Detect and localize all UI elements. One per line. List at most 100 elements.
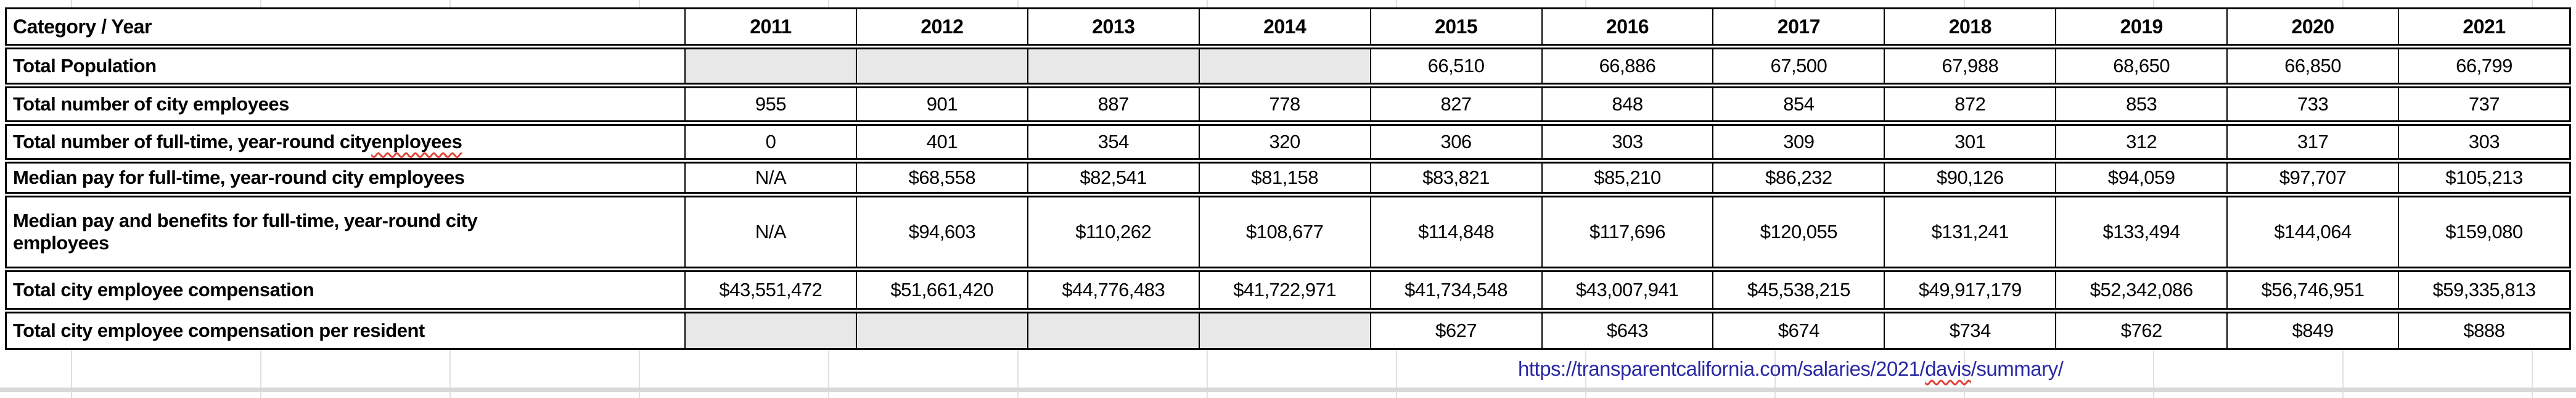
table-cell[interactable]: $94,603	[855, 197, 1027, 267]
table-cell[interactable]: 872	[1884, 88, 2055, 120]
table-cell[interactable]: 0	[684, 126, 856, 158]
year-header-cell[interactable]: 2013	[1027, 9, 1199, 44]
table-cell[interactable]: 733	[2226, 88, 2398, 120]
table-cell[interactable]: 66,799	[2398, 49, 2569, 83]
table-cell[interactable]: $51,661,420	[855, 272, 1027, 308]
row-label-cell[interactable]: Median pay and benefits for full-time, y…	[7, 197, 684, 267]
table-cell[interactable]	[684, 313, 856, 348]
year-header-cell[interactable]: 2017	[1712, 9, 1884, 44]
table-cell[interactable]: 303	[1541, 126, 1713, 158]
row-label-cell[interactable]: Total number of full-time, year-round ci…	[7, 126, 684, 158]
table-cell[interactable]: 737	[2398, 88, 2569, 120]
table-cell[interactable]: 901	[855, 88, 1027, 120]
table-cell[interactable]: 301	[1884, 126, 2055, 158]
table-cell[interactable]: 955	[684, 88, 856, 120]
table-cell[interactable]: $110,262	[1027, 197, 1199, 267]
table-cell[interactable]: 827	[1369, 88, 1541, 120]
table-cell[interactable]: $83,821	[1369, 164, 1541, 192]
table-cell[interactable]: 68,650	[2055, 49, 2226, 83]
row-label-cell[interactable]: Total city employee compensation	[13, 279, 314, 301]
category-year-header-cell[interactable]: Category / Year	[13, 15, 152, 38]
table-cell[interactable]: $105,213	[2398, 164, 2569, 192]
table-cell[interactable]: $45,538,215	[1712, 272, 1884, 308]
table-cell[interactable]: $56,746,951	[2226, 272, 2398, 308]
year-header-cell[interactable]: 2018	[1884, 9, 2055, 44]
table-cell[interactable]: 854	[1712, 88, 1884, 120]
table-cell[interactable]: 848	[1541, 88, 1713, 120]
table-cell[interactable]	[855, 49, 1027, 83]
source-url-link[interactable]: https://transparentcalifornia.com/salari…	[1518, 350, 2064, 388]
year-header-cell[interactable]: 2014	[1198, 9, 1370, 44]
table-cell[interactable]: $44,776,483	[1027, 272, 1199, 308]
table-cell[interactable]: 853	[2055, 88, 2226, 120]
row-label-cell[interactable]: Total city employee compensation per res…	[13, 320, 425, 342]
table-cell[interactable]: $849	[2226, 313, 2398, 348]
table-cell[interactable]: $133,494	[2055, 197, 2226, 267]
table-cell[interactable]: $52,342,086	[2055, 272, 2226, 308]
gridline	[1774, 350, 1776, 388]
year-header-cell[interactable]: 2016	[1541, 9, 1713, 44]
table-cell[interactable]: $114,848	[1369, 197, 1541, 267]
year-header-cell[interactable]: 2019	[2055, 9, 2226, 44]
table-cell[interactable]	[1198, 49, 1370, 83]
table-cell[interactable]: 778	[1198, 88, 1370, 120]
table-cell[interactable]: $68,558	[855, 164, 1027, 192]
table-cell[interactable]: $120,055	[1712, 197, 1884, 267]
table-cell[interactable]: 306	[1369, 126, 1541, 158]
table-cell[interactable]: $82,541	[1027, 164, 1199, 192]
table-cell[interactable]: 887	[1027, 88, 1199, 120]
year-header-cell[interactable]: 2020	[2226, 9, 2398, 44]
table-cell[interactable]: 66,850	[2226, 49, 2398, 83]
table-cell[interactable]: 66,886	[1541, 49, 1713, 83]
table-cell[interactable]: $59,335,813	[2398, 272, 2569, 308]
table-cell[interactable]: N/A	[684, 197, 856, 267]
gridline	[828, 350, 829, 388]
table-cell[interactable]: 309	[1712, 126, 1884, 158]
table-cell[interactable]: 67,500	[1712, 49, 1884, 83]
year-header-cell[interactable]: 2012	[855, 9, 1027, 44]
table-cell[interactable]	[684, 49, 856, 83]
table-cell[interactable]: $117,696	[1541, 197, 1713, 267]
table-cell[interactable]	[1027, 49, 1199, 83]
table-cell[interactable]: 66,510	[1369, 49, 1541, 83]
table-cell[interactable]	[1198, 313, 1370, 348]
table-cell[interactable]: $41,722,971	[1198, 272, 1370, 308]
year-header-cell[interactable]: 2021	[2398, 9, 2569, 44]
table-cell[interactable]: $108,677	[1198, 197, 1370, 267]
row-label-cell[interactable]: Median pay for full-time, year-round cit…	[13, 167, 465, 189]
table-cell[interactable]: 312	[2055, 126, 2226, 158]
table-cell[interactable]: $674	[1712, 313, 1884, 348]
table-cell[interactable]: $43,551,472	[684, 272, 856, 308]
table-cell[interactable]: $734	[1884, 313, 2055, 348]
table-cell[interactable]: $888	[2398, 313, 2569, 348]
table-cell[interactable]: $97,707	[2226, 164, 2398, 192]
table-cell[interactable]: $643	[1541, 313, 1713, 348]
table-cell[interactable]: $85,210	[1541, 164, 1713, 192]
table-cell[interactable]: 354	[1027, 126, 1199, 158]
table-cell[interactable]: $94,059	[2055, 164, 2226, 192]
table-cell[interactable]: $159,080	[2398, 197, 2569, 267]
table-cell[interactable]: 320	[1198, 126, 1370, 158]
table-cell[interactable]: $762	[2055, 313, 2226, 348]
year-header-cell[interactable]: 2015	[1369, 9, 1541, 44]
table-cell[interactable]: $81,158	[1198, 164, 1370, 192]
table-cell[interactable]: $43,007,941	[1541, 272, 1713, 308]
table-cell[interactable]: 317	[2226, 126, 2398, 158]
table-cell[interactable]: $49,917,179	[1884, 272, 2055, 308]
table-cell[interactable]: $41,734,548	[1369, 272, 1541, 308]
table-cell[interactable]: $144,064	[2226, 197, 2398, 267]
row-label-text: Median pay and benefits for full-time, y…	[13, 210, 478, 254]
table-cell[interactable]	[1027, 313, 1199, 348]
table-cell[interactable]: $131,241	[1884, 197, 2055, 267]
table-cell[interactable]: $627	[1369, 313, 1541, 348]
row-label-cell[interactable]: Total number of city employees	[13, 93, 289, 115]
table-cell[interactable]	[855, 313, 1027, 348]
year-header-cell[interactable]: 2011	[684, 9, 856, 44]
table-cell[interactable]: $86,232	[1712, 164, 1884, 192]
table-cell[interactable]: $90,126	[1884, 164, 2055, 192]
table-cell[interactable]: 67,988	[1884, 49, 2055, 83]
table-cell[interactable]: N/A	[684, 164, 856, 192]
table-cell[interactable]: 303	[2398, 126, 2569, 158]
row-label-cell[interactable]: Total Population	[13, 55, 157, 77]
table-cell[interactable]: 401	[855, 126, 1027, 158]
